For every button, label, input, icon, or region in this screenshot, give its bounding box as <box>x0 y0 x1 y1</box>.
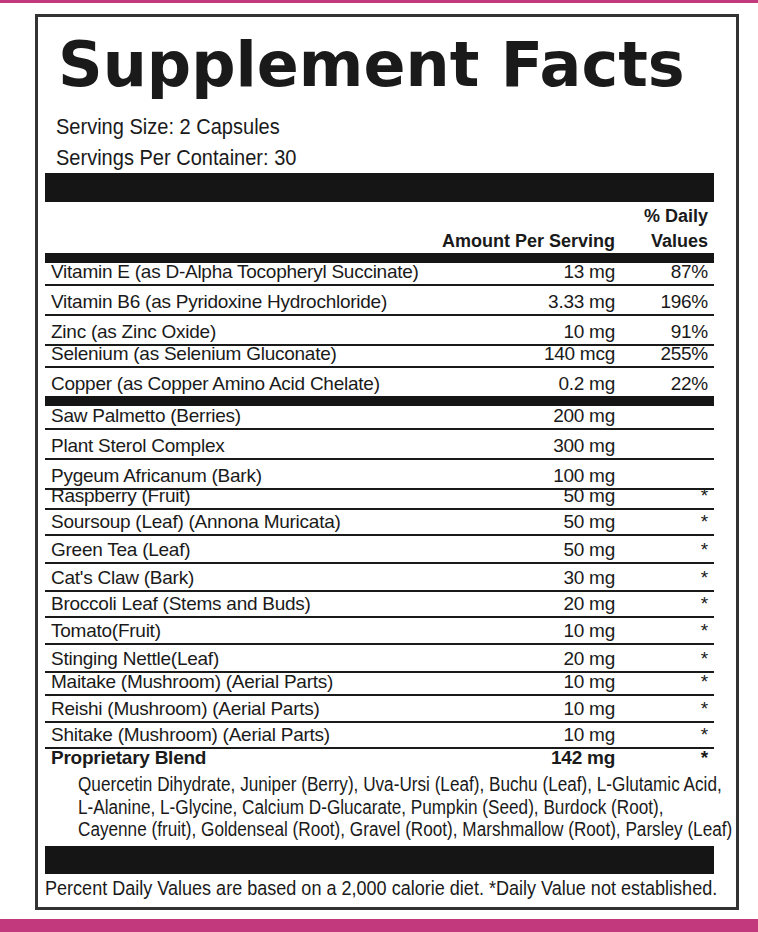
row-name: Saw Palmetto (Berries) <box>45 406 553 425</box>
ingredient-row: Plant Sterol Complex300 mg <box>45 430 714 460</box>
row-dv: * <box>615 486 714 505</box>
row-name: Stinging Nettle(Leaf) <box>45 649 563 668</box>
row-amt: 300 mg <box>553 436 615 455</box>
row-dv: * <box>615 540 714 559</box>
ingredient-row: Proprietary Blend142 mg* <box>45 749 714 770</box>
ingredient-row: Vitamin E (as D-Alpha Tocopheryl Succina… <box>45 263 714 286</box>
ingredient-row: Tomato(Fruit)10 mg* <box>45 618 714 645</box>
row-name: Cat's Claw (Bark) <box>45 568 563 587</box>
row-name: Soursoup (Leaf) (Annona Muricata) <box>45 512 563 531</box>
proprietary-blend-ingredients: Quercetin Dihydrate, Juniper (Berry), Uv… <box>78 773 714 841</box>
row-name: Copper (as Copper Amino Acid Chelate) <box>45 374 558 393</box>
ingredient-row: Cat's Claw (Bark)30 mg* <box>45 564 714 592</box>
row-dv: * <box>615 672 714 691</box>
botanical-rows: Saw Palmetto (Berries)200 mgPlant Sterol… <box>45 406 714 770</box>
panel-title: Supplement Facts <box>58 34 714 96</box>
row-amt: 100 mg <box>553 466 615 485</box>
ingredient-row: Maitake (Mushroom) (Aerial Parts)10 mg* <box>45 673 714 696</box>
row-amt: 10 mg <box>563 672 615 691</box>
servings-per-container: Servings Per Container: 30 <box>56 145 642 171</box>
supplement-facts-panel: Supplement Facts Serving Size: 2 Capsule… <box>35 14 739 910</box>
ingredient-row: Green Tea (Leaf)50 mg* <box>45 536 714 564</box>
row-name: Vitamin E (as D-Alpha Tocopheryl Succina… <box>45 262 563 281</box>
row-name: Raspberry (Fruit) <box>45 486 563 505</box>
top-accent-stripe <box>0 0 758 3</box>
row-amt: 10 mg <box>563 699 615 718</box>
row-dv: * <box>615 512 714 531</box>
row-amt: 10 mg <box>563 621 615 640</box>
row-name: Selenium (as Selenium Gluconate) <box>45 344 544 363</box>
ingredient-row: Vitamin B6 (as Pyridoxine Hydrochloride)… <box>45 286 714 316</box>
row-amt: 140 mcg <box>544 344 615 363</box>
amount-per-serving-header: Amount Per Serving <box>442 229 615 254</box>
row-dv: * <box>615 699 714 718</box>
row-amt: 30 mg <box>563 568 615 587</box>
blend-ingredients-line: Cayenne (fruit), Goldenseal (Root), Grav… <box>78 818 638 841</box>
ingredient-row: Saw Palmetto (Berries)200 mg <box>45 406 714 430</box>
row-amt: 20 mg <box>563 649 615 668</box>
bottom-accent-stripe <box>0 919 758 932</box>
row-name: Tomato(Fruit) <box>45 621 563 640</box>
row-amt: 20 mg <box>563 594 615 613</box>
row-amt: 50 mg <box>563 486 615 505</box>
row-amt: 50 mg <box>563 512 615 531</box>
row-name: Shitake (Mushroom) (Aerial Parts) <box>45 725 563 744</box>
row-dv: 87% <box>615 262 714 281</box>
ingredient-row: Shitake (Mushroom) (Aerial Parts)10 mg* <box>45 723 714 749</box>
ingredient-row: Reishi (Mushroom) (Aerial Parts)10 mg* <box>45 696 714 723</box>
row-dv: 22% <box>615 374 714 393</box>
row-amt: 3.33 mg <box>548 292 615 311</box>
row-name: Pygeum Africanum (Bark) <box>45 466 553 485</box>
row-dv: 255% <box>615 344 714 363</box>
column-header-row: Amount Per Serving % Daily Values <box>45 202 714 253</box>
vitamin-rows: Vitamin E (as D-Alpha Tocopheryl Succina… <box>45 263 714 396</box>
row-name: Maitake (Mushroom) (Aerial Parts) <box>45 672 563 691</box>
row-dv: * <box>615 725 714 744</box>
footer-divider-bar <box>45 846 714 874</box>
row-name: Reishi (Mushroom) (Aerial Parts) <box>45 699 563 718</box>
ingredient-row: Soursoup (Leaf) (Annona Muricata)50 mg* <box>45 510 714 536</box>
row-name: Broccoli Leaf (Stems and Buds) <box>45 594 563 613</box>
row-dv: 196% <box>615 292 714 311</box>
row-name: Vitamin B6 (as Pyridoxine Hydrochloride) <box>45 292 548 311</box>
daily-values-header: % Daily Values <box>615 204 714 253</box>
ingredient-row: Selenium (as Selenium Gluconate)140 mcg2… <box>45 346 714 368</box>
row-amt: 142 mg <box>551 748 615 767</box>
ingredient-row: Zinc (as Zinc Oxide)10 mg91% <box>45 316 714 346</box>
ingredient-row: Stinging Nettle(Leaf)20 mg* <box>45 645 714 673</box>
ingredient-row: Copper (as Copper Amino Acid Chelate)0.2… <box>45 368 714 396</box>
row-amt: 0.2 mg <box>558 374 615 393</box>
row-dv: * <box>615 621 714 640</box>
row-dv: * <box>615 594 714 613</box>
row-name: Green Tea (Leaf) <box>45 540 563 559</box>
row-name: Proprietary Blend <box>45 748 551 767</box>
row-name: Zinc (as Zinc Oxide) <box>45 322 563 341</box>
row-amt: 200 mg <box>553 406 615 425</box>
row-amt: 10 mg <box>563 725 615 744</box>
daily-value-footnote: Percent Daily Values are based on a 2,00… <box>45 876 634 900</box>
ingredient-row: Broccoli Leaf (Stems and Buds)20 mg* <box>45 592 714 618</box>
row-dv: * <box>615 748 714 767</box>
row-dv: 91% <box>615 322 714 341</box>
supplement-facts-label: { "title": "Supplement Facts", "serving_… <box>0 0 758 932</box>
row-amt: 50 mg <box>563 540 615 559</box>
row-amt: 10 mg <box>563 322 615 341</box>
blend-ingredients-line: Quercetin Dihydrate, Juniper (Berry), Uv… <box>78 773 638 796</box>
row-name: Plant Sterol Complex <box>45 436 553 455</box>
row-amt: 13 mg <box>563 262 615 281</box>
blend-ingredients-line: L-Alanine, L-Glycine, Calcium D-Glucarat… <box>78 796 638 819</box>
serving-size: Serving Size: 2 Capsules <box>56 114 642 140</box>
section-divider-bar <box>45 173 714 202</box>
row-dv: * <box>615 568 714 587</box>
row-dv: * <box>615 649 714 668</box>
ingredient-row: Raspberry (Fruit)50 mg* <box>45 490 714 510</box>
